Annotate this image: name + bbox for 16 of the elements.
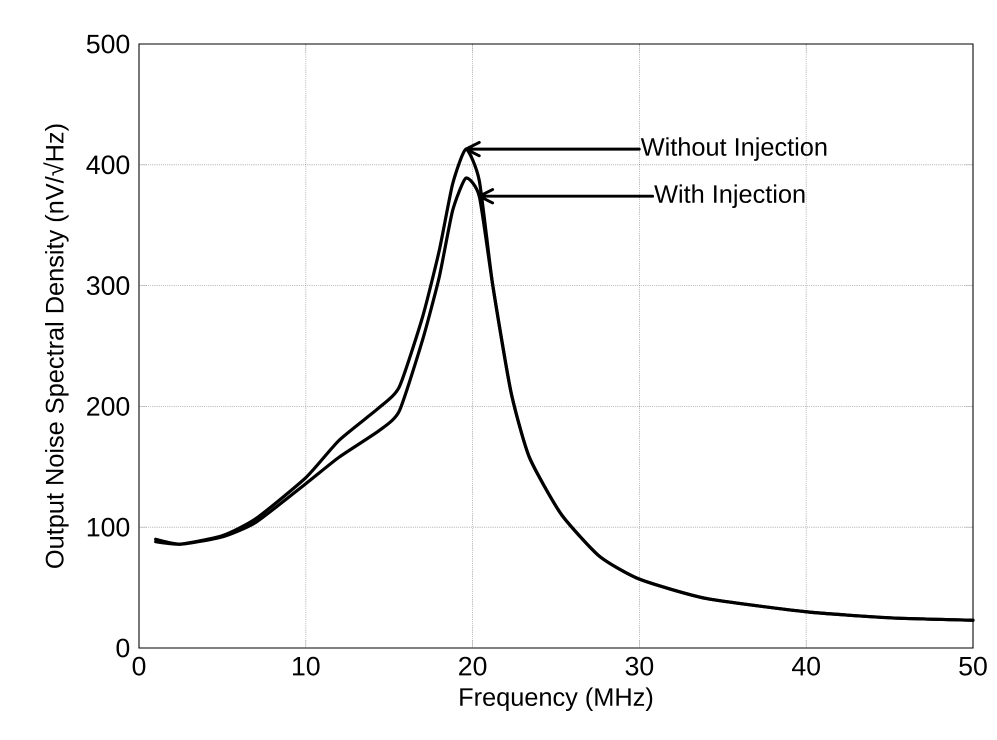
x-tick-label: 0 <box>132 656 146 676</box>
y-tick-label: 100 <box>88 518 130 537</box>
x-axis-title: Frequency (MHz) <box>460 687 652 712</box>
y-tick-label: 200 <box>87 396 130 416</box>
y-axis-title: Output Noise Spectral Density (nV/√Hz) <box>43 124 69 568</box>
annotation: Without Injection <box>640 137 826 161</box>
x-tick-label: 20 <box>459 656 486 676</box>
x-tick-label: 40 <box>792 656 820 676</box>
x-tick-label: 30 <box>626 656 654 676</box>
x-tick-label: 50 <box>959 656 987 676</box>
annotation: With Injection <box>654 184 804 208</box>
y-tick-label: 0 <box>116 638 130 658</box>
y-tick-label: 400 <box>86 155 130 174</box>
y-tick-label: 300 <box>86 276 130 296</box>
y-tick-label: 500 <box>86 34 130 54</box>
x-tick-label: 10 <box>293 656 320 676</box>
